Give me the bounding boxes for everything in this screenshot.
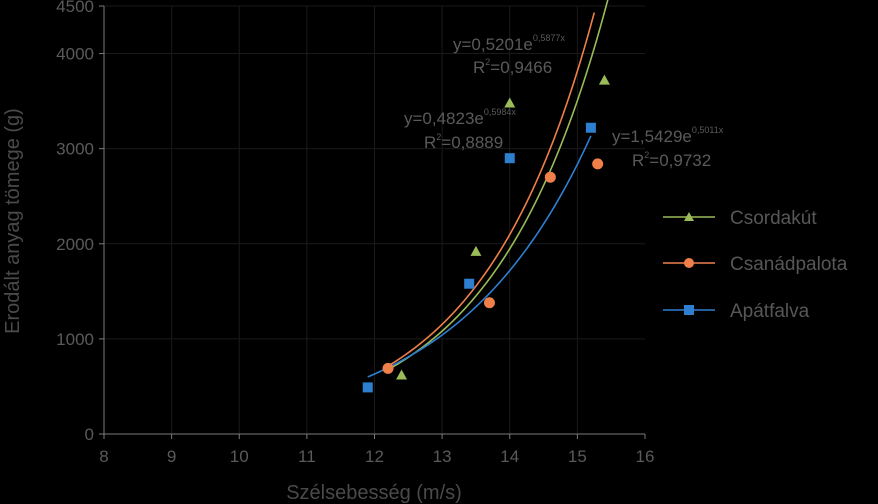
y-tick-label: 0 <box>85 425 94 444</box>
x-tick-label: 9 <box>167 447 176 466</box>
equation-csanadpalota: y=0,4823e0,5984x <box>404 107 516 128</box>
x-tick-label: 13 <box>433 447 452 466</box>
legend-item-csanadpalota: Csanádpalota <box>663 254 848 275</box>
legend-marker-apatfalva <box>684 305 694 315</box>
equation-apatfalva: y=1,5429e0,5011x <box>612 125 724 146</box>
data-point-csordakút <box>598 74 610 85</box>
y-tick-label: 1000 <box>56 330 94 349</box>
legend-marker-csordakut <box>684 212 694 221</box>
data-point-csanádpalota <box>592 158 604 170</box>
x-tick-label: 16 <box>636 447 655 466</box>
data-point-apátfalva <box>362 382 373 393</box>
legend-marker-csanadpalota <box>684 258 694 268</box>
y-axis-title: Erodált anyag tömege (g) <box>2 108 24 334</box>
data-point-csordakút <box>504 97 516 108</box>
r2-apatfalva: R2=0,9732 <box>632 150 711 170</box>
data-point-apátfalva <box>504 153 515 164</box>
y-tick-label: 3000 <box>56 140 94 159</box>
legend-label-apatfalva: Apátfalva <box>730 301 810 322</box>
data-point-csanádpalota <box>483 297 495 309</box>
y-tick-label: 4500 <box>56 0 94 16</box>
data-point-csordakút <box>470 245 482 256</box>
trendline-csanádpalota <box>387 12 596 367</box>
trendline-apátfalva <box>367 135 592 378</box>
data-point-apátfalva <box>464 278 475 289</box>
trendlines <box>367 0 609 378</box>
legend-label-csanadpalota: Csanádpalota <box>730 254 848 275</box>
x-tick-label: 14 <box>500 447 519 466</box>
data-point-apátfalva <box>585 122 596 133</box>
legend: Csordakút Csanádpalota Apátfalva <box>663 208 848 322</box>
y-tick-label: 2000 <box>56 235 94 254</box>
x-tick-label: 11 <box>298 447 316 466</box>
x-tick-label: 8 <box>99 447 108 466</box>
y-axis-ticks: 0 1000 2000 3000 4000 4500 <box>56 0 104 444</box>
legend-item-apatfalva: Apátfalva <box>663 301 810 322</box>
trendline-csordakút <box>387 0 609 371</box>
data-point-csanádpalota <box>382 362 394 374</box>
gridlines <box>104 5 645 434</box>
r2-csordakut: R2=0,9466 <box>473 57 552 77</box>
x-tick-label: 10 <box>230 447 249 466</box>
equation-csordakut: y=0,5201e0,5877x <box>453 33 565 54</box>
x-tick-label: 15 <box>568 447 587 466</box>
data-point-csanádpalota <box>544 171 556 183</box>
trend-equations: y=0,5201e0,5877x R2=0,9466 y=0,4823e0,59… <box>404 33 724 170</box>
r2-csanadpalota: R2=0,8889 <box>424 132 503 152</box>
data-markers <box>362 74 610 393</box>
x-tick-label: 12 <box>365 447 384 466</box>
y-tick-label: 4000 <box>56 45 94 64</box>
x-axis-ticks: 8 9 10 11 12 13 14 15 16 <box>99 434 654 466</box>
legend-item-csordakut: Csordakút <box>663 208 817 229</box>
legend-label-csordakut: Csordakút <box>730 208 817 229</box>
data-point-csordakút <box>396 369 408 380</box>
x-axis-title: Szélsebesség (m/s) <box>286 482 462 504</box>
